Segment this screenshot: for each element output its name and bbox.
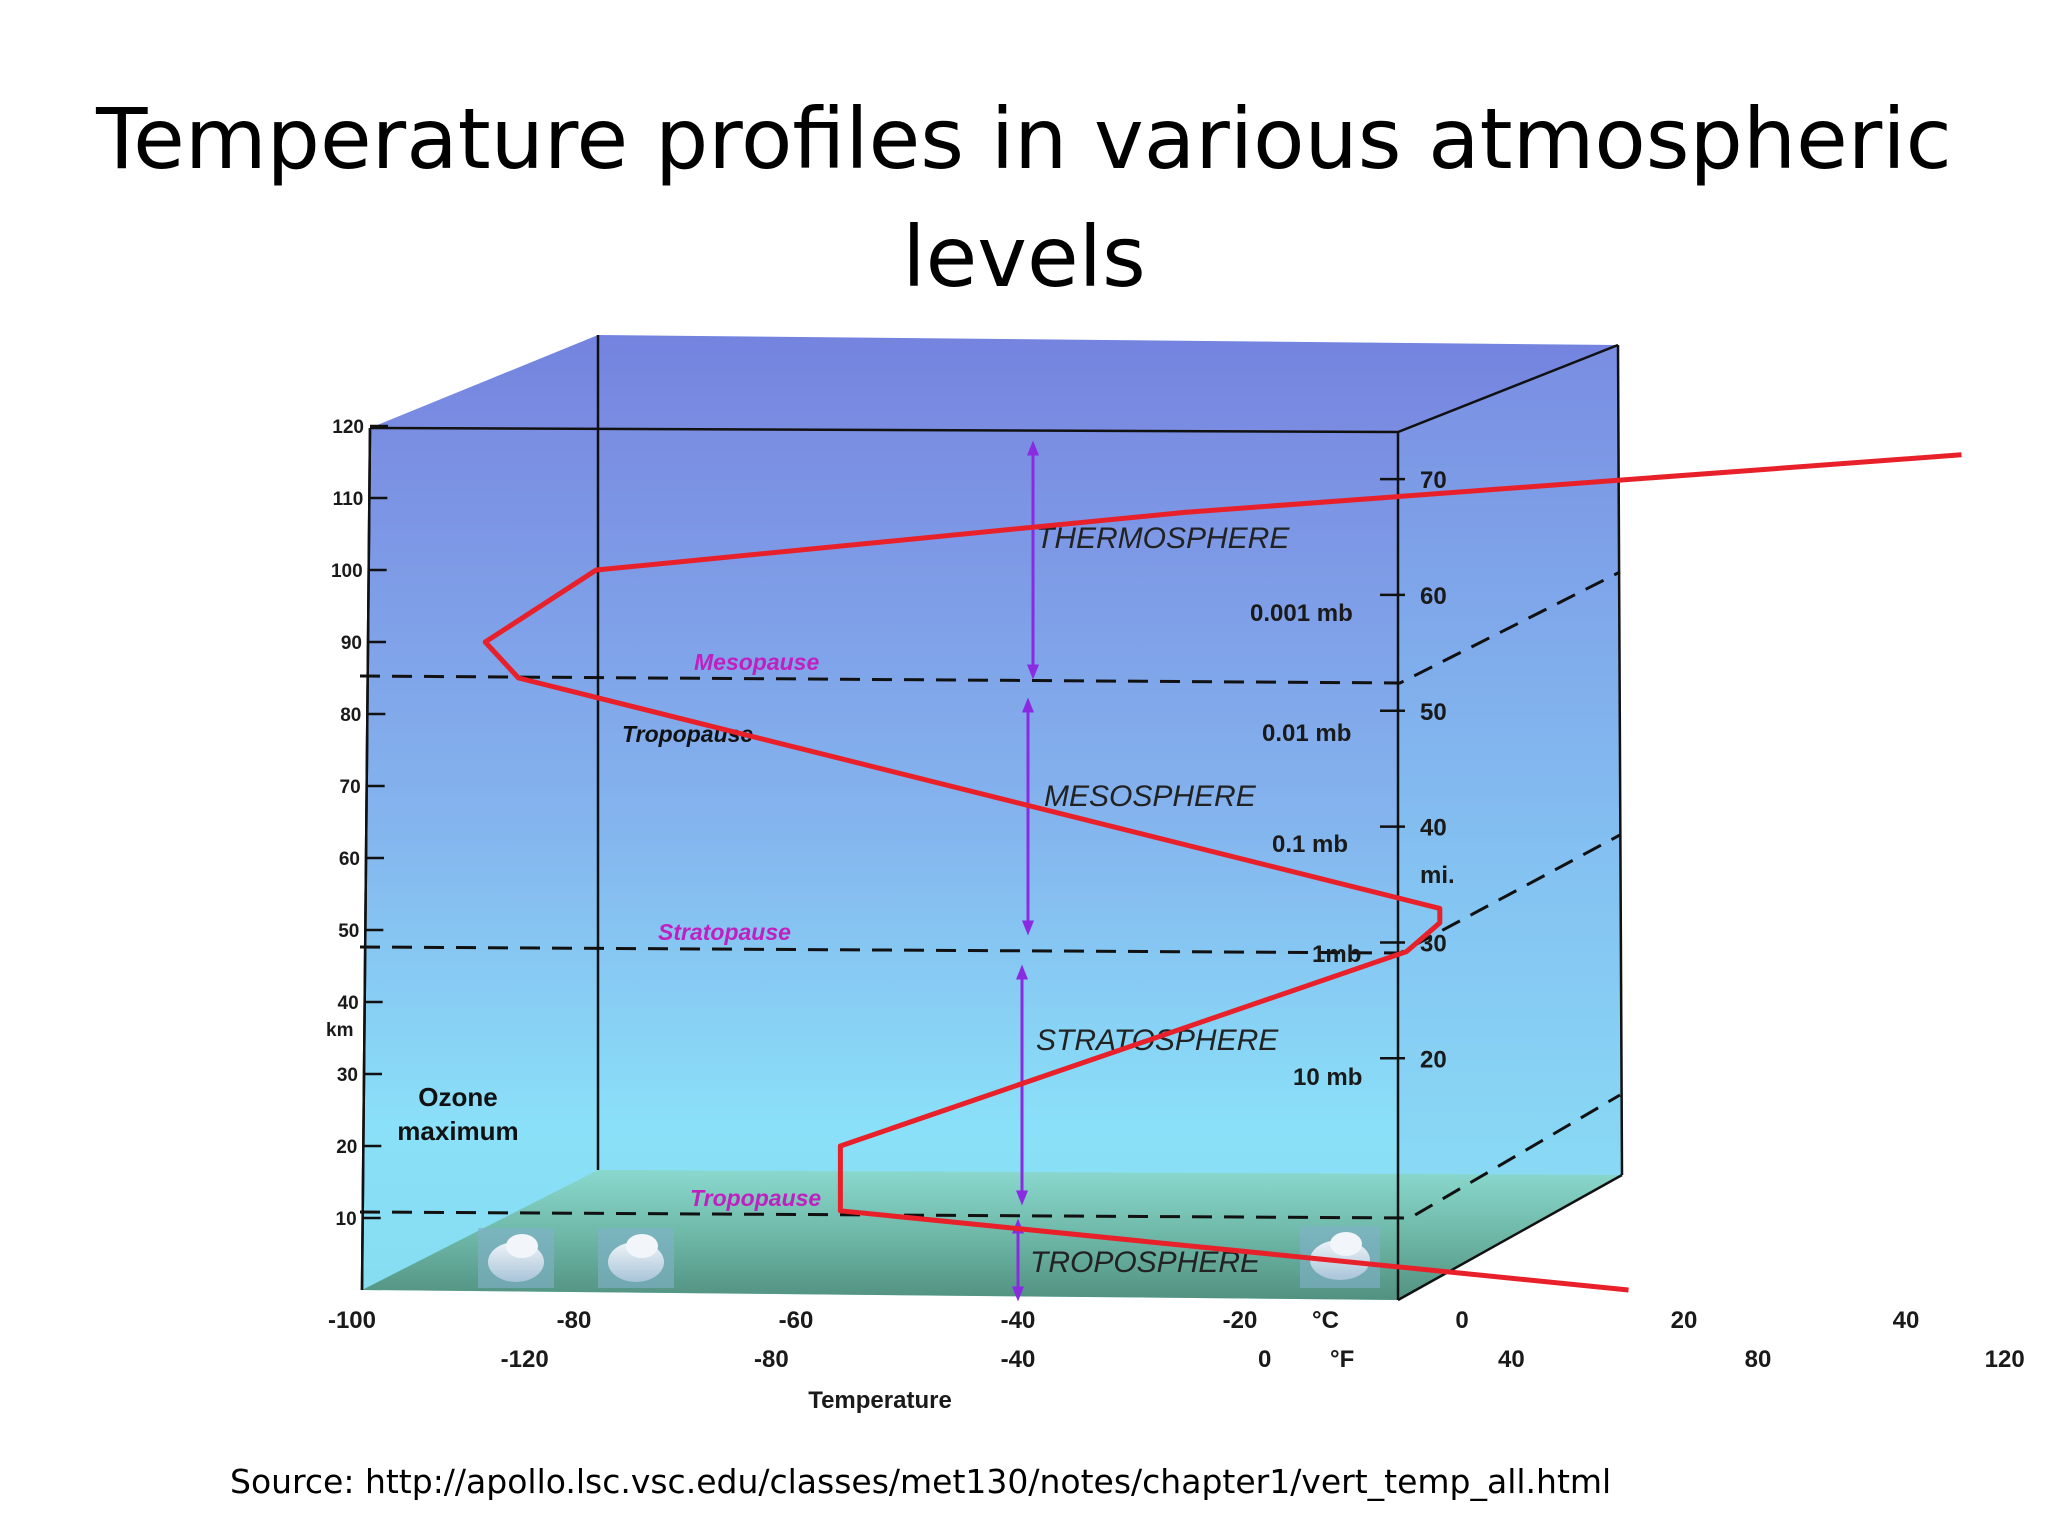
- km-tick-label: 50: [338, 921, 359, 942]
- km-unit-label: km: [326, 1020, 353, 1041]
- slide-title: Temperature profiles in various atmosphe…: [0, 80, 2048, 316]
- km-axis: 10 20 30 40 50 60 70 80 90 100 110 120 km: [326, 417, 388, 1291]
- km-tick-group: 10 20 30 40 50 60 70 80 90 100 110 120: [331, 417, 388, 1230]
- km-tick-label: 120: [332, 417, 364, 438]
- fahrenheit-tick-label: -120: [501, 1346, 549, 1373]
- layer-label-stratosphere: STRATOSPHERE: [1036, 1024, 1279, 1057]
- tropopause-label: Tropopause: [690, 1185, 821, 1211]
- layer-label-mesosphere: MESOSPHERE: [1044, 780, 1257, 813]
- box-bottom-edge: [1397, 1173, 1623, 1302]
- x-axis-label: Temperature: [808, 1387, 952, 1414]
- title-line-1: Temperature profiles in various atmosphe…: [96, 90, 1952, 188]
- mesopause-line: [359, 570, 1621, 685]
- box-front-face: [362, 428, 1398, 1300]
- fahrenheit-tick-label: -80: [754, 1346, 789, 1373]
- box-top-face: [370, 335, 1618, 432]
- fahrenheit-tick-label: 80: [1745, 1346, 1772, 1373]
- cloud-icon: [598, 1228, 674, 1288]
- box-side-face: [1398, 345, 1622, 1300]
- celsius-tick-label: 20: [1671, 1307, 1698, 1334]
- mile-tick-label: 20: [1420, 1046, 1447, 1073]
- km-tick-label: 10: [336, 1209, 357, 1230]
- celsius-axis: -100-80-60-40-200204060: [328, 1307, 1920, 1334]
- ozone-label-line-2: maximum: [397, 1116, 518, 1146]
- celsius-tick-label: -20: [1223, 1307, 1258, 1334]
- source-citation: Source: http://apollo.lsc.vsc.edu/classe…: [230, 1462, 1612, 1501]
- fahrenheit-tick-label: 40: [1498, 1346, 1525, 1373]
- temperature-curve: [482, 452, 1962, 1293]
- mile-unit-label: mi.: [1420, 862, 1455, 889]
- mile-tick-label: 60: [1420, 583, 1447, 610]
- mesopause-label: Mesopause: [694, 649, 819, 675]
- pressure-labels: 10 mb 1mb 0.1 mb 0.01 mb 0.001 mb: [1250, 600, 1362, 1091]
- fahrenheit-tick-label: 120: [1985, 1346, 2025, 1373]
- celsius-tick-label: -60: [779, 1307, 814, 1334]
- celsius-tick-label: 40: [1893, 1307, 1920, 1334]
- cloud-icon-group: [478, 1226, 1380, 1288]
- km-tick-label: 80: [340, 705, 361, 726]
- mile-tick-label: 70: [1420, 467, 1447, 494]
- celsius-tick-label: -100: [328, 1307, 376, 1334]
- celsius-tick-label: 0: [1455, 1307, 1468, 1334]
- celsius-unit-label: °C: [1312, 1307, 1339, 1334]
- title-line-2: levels: [902, 208, 1146, 306]
- celsius-tick-label: -40: [1001, 1307, 1036, 1334]
- pressure-label-0.001mb: 0.001 mb: [1250, 600, 1353, 627]
- km-tick-label: 90: [341, 633, 362, 654]
- km-tick-label: 20: [336, 1137, 357, 1158]
- mile-tick-label: 50: [1420, 699, 1447, 726]
- cloud-icon: [478, 1228, 554, 1288]
- fahrenheit-unit-label: °F: [1330, 1346, 1354, 1373]
- fahrenheit-tick-label: -40: [1001, 1346, 1036, 1373]
- tropopause-annotation: Tropopause: [622, 721, 753, 747]
- km-tick-label: 40: [338, 993, 359, 1014]
- fahrenheit-axis: -120 -80 -40 0 40 80 120: [501, 1346, 2025, 1373]
- pressure-label-0.01mb: 0.01 mb: [1262, 720, 1351, 747]
- mile-tick-label: 40: [1420, 815, 1447, 842]
- km-tick-label: 30: [337, 1065, 358, 1086]
- km-tick-label: 110: [333, 489, 364, 510]
- ozone-label-line-1: Ozone: [418, 1082, 497, 1112]
- pressure-label-0.1mb: 0.1 mb: [1272, 831, 1348, 858]
- fahrenheit-tick-label: 0: [1258, 1346, 1271, 1373]
- pressure-label-1mb: 1mb: [1312, 941, 1361, 968]
- km-tick-label: 60: [339, 849, 360, 870]
- km-tick-label: 100: [331, 561, 363, 582]
- layer-label-thermosphere: THERMOSPHERE: [1036, 522, 1290, 555]
- km-tick-label: 70: [340, 777, 361, 798]
- box-back-right-edge: [1616, 344, 1624, 1176]
- stratopause-label: Stratopause: [658, 919, 791, 945]
- pressure-label-10mb: 10 mb: [1293, 1064, 1362, 1091]
- celsius-tick-label: -80: [557, 1307, 592, 1334]
